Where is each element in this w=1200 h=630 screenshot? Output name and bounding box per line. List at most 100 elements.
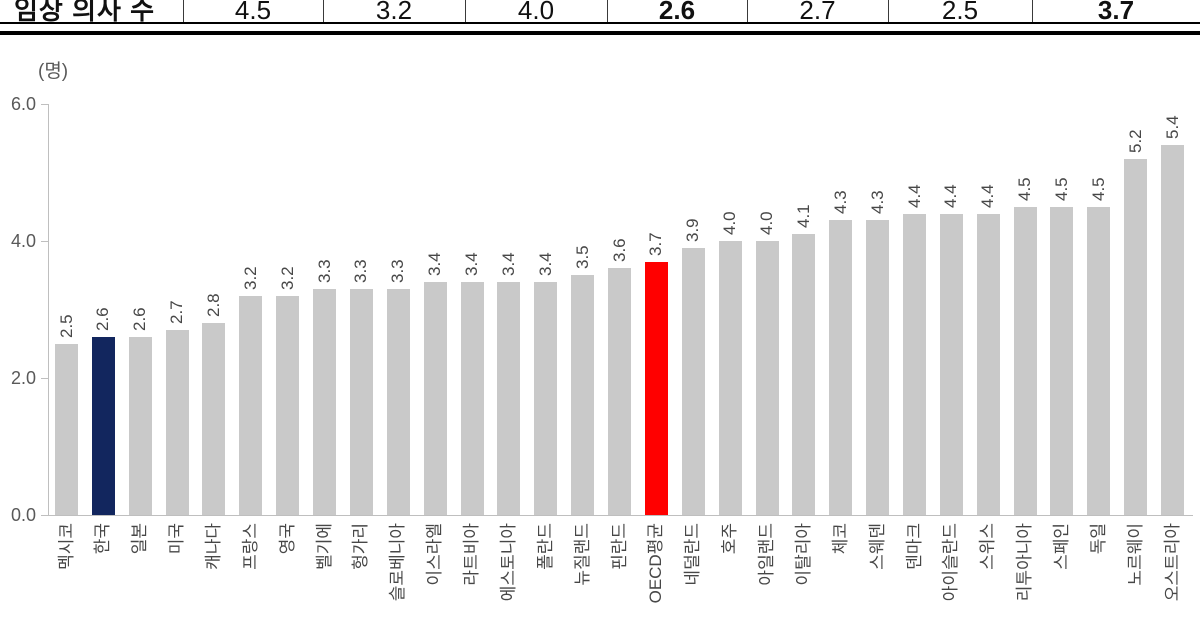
bar-value-text: 3.4: [462, 252, 482, 277]
header-value-cell: 2.7: [747, 0, 888, 25]
bar-value-text: 3.4: [498, 252, 518, 277]
bar-category-text: 덴마크: [904, 523, 924, 570]
bar-category-text: 아일랜드: [757, 523, 777, 586]
bar-스페인: [1050, 206, 1074, 515]
bar-라트비아: [460, 282, 484, 515]
bar-category-text: 노르웨이: [1125, 523, 1145, 586]
bar-category-text: 아이슬란드: [941, 523, 961, 602]
y-axis-tick-label: 2.0: [10, 368, 36, 388]
bar-덴마크: [903, 213, 926, 515]
bar-이스라엘: [423, 282, 447, 515]
y-axis-tick-label: 4.0: [10, 231, 36, 251]
bar-폴란드: [534, 282, 558, 515]
bar-value-text: 4.0: [757, 211, 777, 235]
bar-네덜란드: [681, 247, 705, 515]
bar-category-text: 핀란드: [609, 523, 629, 570]
bar-value-text: 5.4: [1162, 115, 1182, 140]
bar-value-text: 3.3: [314, 259, 334, 283]
bar-이탈리아: [792, 234, 816, 515]
header-row-label: 임상 의사 수: [14, 0, 156, 25]
bar-value-text: 3.4: [535, 252, 555, 277]
header-value-cell: 2.5: [888, 0, 1032, 25]
y-axis-tick-mark: [41, 241, 48, 242]
header-value-cell: 3.2: [323, 0, 465, 25]
bar-에스토니아: [497, 282, 521, 515]
header-value: 4.0: [517, 0, 555, 25]
table-bottom-border: [0, 22, 1200, 24]
bar-value-text: 3.2: [277, 266, 297, 290]
bar-category-text: 오스트리아: [1162, 523, 1182, 602]
bar-value-text: 4.4: [941, 183, 961, 208]
bar-value-text: 3.3: [388, 259, 408, 283]
bar-value-text: 3.5: [572, 245, 592, 270]
bar-멕시코: [55, 343, 78, 515]
bar-벨기에: [313, 288, 337, 515]
bar-category-text: 이스라엘: [425, 523, 445, 586]
bar-프랑스: [239, 295, 263, 515]
y-axis-tick-mark: [41, 515, 48, 516]
bar-호주: [718, 241, 742, 515]
header-value-cell: 4.5: [183, 0, 323, 24]
bar-value-text: 4.5: [1088, 177, 1108, 201]
y-axis-line: [48, 104, 49, 515]
bar-value-text: 3.2: [240, 266, 260, 290]
bar-OECD평균: [644, 261, 668, 515]
y-axis-tick-mark: [41, 378, 48, 379]
bar-category-text: 일본: [130, 523, 150, 555]
bar-독일: [1087, 206, 1111, 515]
bar-value-text: 3.9: [683, 218, 703, 242]
bar-value-text: 4.4: [904, 183, 924, 208]
table-outer-rule: [0, 31, 1200, 35]
bar-category-text: 체코: [830, 523, 850, 555]
bar-value-text: 4.4: [978, 183, 998, 208]
bar-value-text: 4.5: [1051, 177, 1071, 201]
bar-category-text: 프랑스: [240, 523, 260, 570]
bar-category-text: 폴란드: [535, 523, 555, 570]
bar-value-text: 4.1: [793, 204, 813, 229]
bar-category-text: 호주: [720, 523, 740, 555]
bar-value-text: 4.0: [720, 211, 740, 235]
bar-category-text: 독일: [1088, 523, 1108, 555]
bar-category-text: 라트비아: [462, 523, 482, 586]
bar-category-text: 스웨덴: [867, 523, 887, 570]
bar-category-text: 이탈리아: [793, 523, 813, 586]
table-column-divider: [1032, 0, 1033, 23]
bar-한국: [91, 336, 115, 515]
bar-category-text: OECD평균: [646, 523, 666, 604]
bar-category-text: 한국: [93, 523, 113, 555]
bar-value-text: 2.6: [130, 307, 150, 331]
bar-value-text: 2.8: [203, 293, 223, 318]
bar-value-text: 3.4: [425, 252, 445, 277]
header-value: 3.7: [1097, 0, 1135, 25]
bar-아일랜드: [755, 241, 779, 515]
bar-영국: [276, 295, 300, 515]
bar-슬로베니아: [386, 288, 410, 515]
header-value: 2.7: [799, 0, 836, 25]
bar-category-text: 멕시코: [56, 523, 76, 570]
y-axis-tick-mark: [41, 104, 48, 105]
bar-value-text: 2.7: [167, 300, 187, 325]
bar-뉴질랜드: [571, 275, 595, 515]
table-column-divider: [888, 0, 889, 23]
header-row-label-cell: 임상 의사 수: [0, 0, 183, 25]
bar-category-text: 뉴질랜드: [572, 523, 592, 586]
header-value: 2.6: [658, 0, 696, 25]
bar-category-text: 에스토니아: [498, 523, 518, 602]
bar-캐나다: [202, 323, 226, 515]
bar-value-text: 4.5: [1015, 177, 1035, 201]
header-value-cell: 4.0: [465, 0, 607, 25]
y-axis-tick-label: 0.0: [10, 505, 36, 525]
bar-value-text: 4.3: [830, 190, 850, 215]
header-value: 2.5: [941, 0, 979, 25]
y-axis-unit-label: (명): [38, 61, 69, 82]
bar-category-text: 미국: [167, 523, 187, 555]
header-value: 3.2: [375, 0, 413, 25]
bar-category-text: 리투아니아: [1015, 523, 1035, 602]
table-column-divider: [183, 0, 184, 23]
bar-category-text: 캐나다: [203, 523, 223, 570]
bar-아이슬란드: [939, 213, 963, 515]
bar-category-text: 헝가리: [351, 523, 371, 570]
bar-category-text: 스위스: [978, 523, 998, 570]
bar-헝가리: [349, 288, 373, 515]
